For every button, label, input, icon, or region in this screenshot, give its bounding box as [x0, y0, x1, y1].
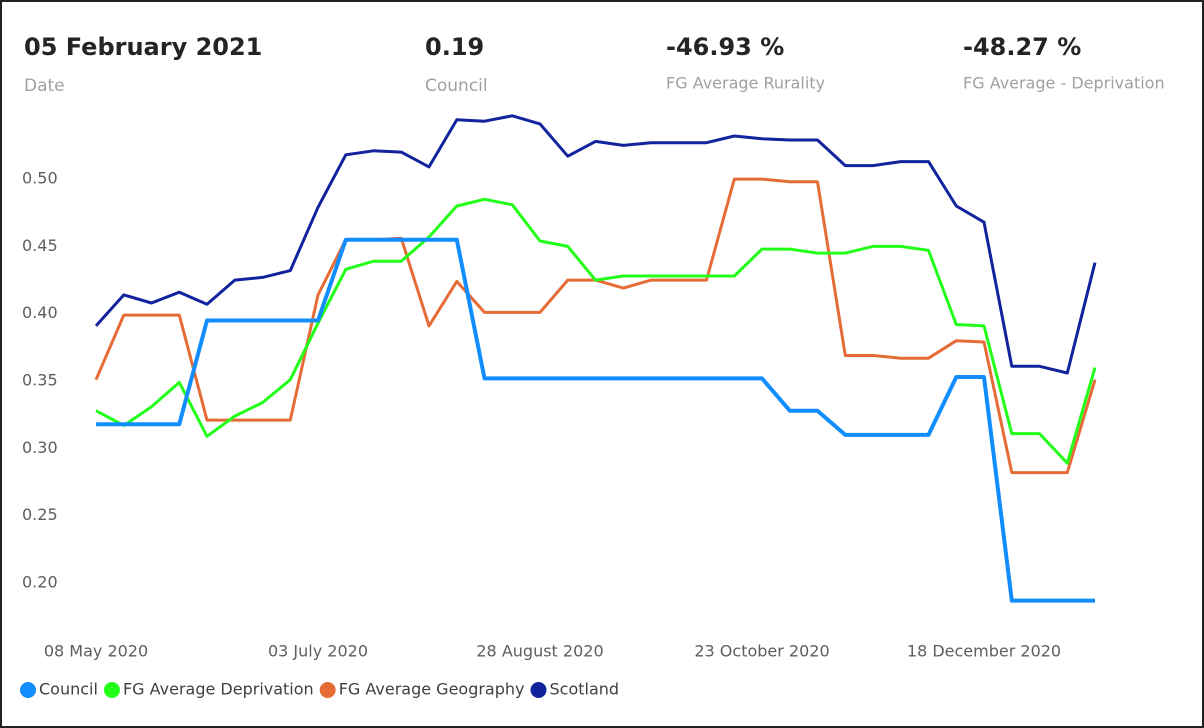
legend-label: Council	[39, 680, 98, 699]
x-tick-label: 28 August 2020	[476, 642, 603, 661]
kpi-label: Date	[24, 76, 65, 96]
kpi-value: 0.19	[425, 33, 484, 61]
line-series	[95, 197, 1097, 465]
x-tick-label: 08 May 2020	[44, 642, 148, 661]
legend-label: FG Average Geography	[339, 680, 525, 699]
kpi-cards: 05 February 2021 Date 0.19 Council -46.93 % F…	[24, 33, 1165, 96]
legend-swatch	[530, 682, 547, 698]
legend-label: FG Average Deprivation	[123, 680, 314, 699]
y-tick-label: 0.50	[22, 169, 58, 188]
legend-swatch	[319, 682, 336, 698]
kpi-value: -46.93 %	[666, 33, 784, 61]
legend-swatch	[20, 682, 36, 698]
y-tick-label: 0.25	[22, 505, 58, 524]
legend-label: Scotland	[550, 680, 620, 699]
chart: 0.20 0.25 0.30 0.35 0.40 0.45 0.50 08 May 2020 0…	[20, 114, 1097, 699]
legend-swatch	[103, 682, 120, 698]
kpi-value: 05 February 2021	[24, 33, 262, 61]
kpi-label: Council	[425, 76, 488, 96]
y-tick-label: 0.20	[22, 573, 58, 592]
kpi-label: FG Average - Deprivation	[963, 74, 1165, 93]
x-tick-label: 23 October 2020	[694, 642, 829, 661]
x-tick-label: 18 December 2020	[907, 642, 1061, 661]
x-tick-label: 03 July 2020	[268, 642, 368, 661]
y-tick-label: 0.35	[22, 371, 58, 390]
y-tick-label: 0.45	[22, 236, 58, 255]
line-series	[96, 237, 1095, 603]
y-tick-label: 0.40	[22, 303, 58, 322]
kpi-label: FG Average Rurality	[666, 74, 825, 93]
line-series	[94, 114, 1097, 375]
y-tick-label: 0.30	[22, 438, 58, 457]
kpi-value: -48.27 %	[963, 33, 1081, 61]
